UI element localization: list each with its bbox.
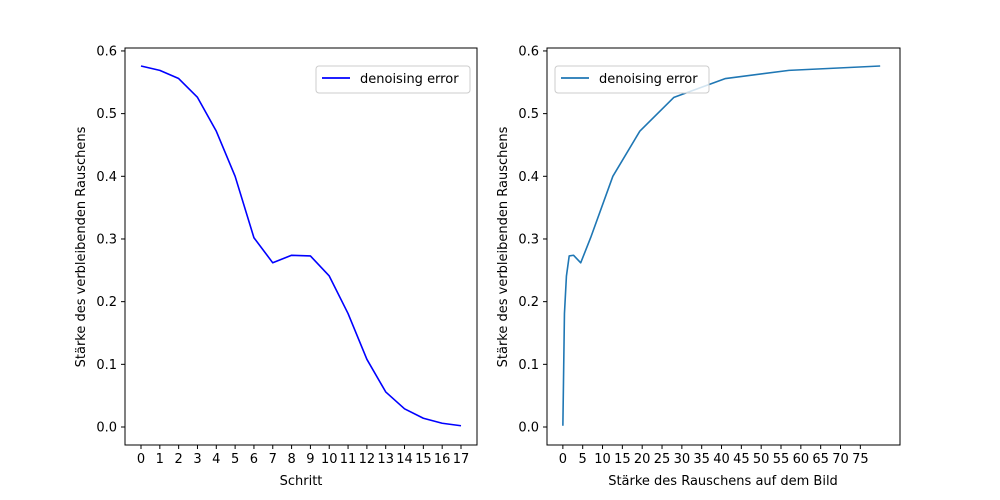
legend: denoising error	[315, 65, 471, 94]
x-tick-label: 70	[832, 452, 849, 467]
legend-label: denoising error	[360, 72, 459, 87]
x-tick-label: 15	[415, 452, 432, 467]
series-line-denoising-error	[140, 65, 462, 427]
x-axis-label: Schritt	[280, 474, 323, 489]
y-tick-label: 0.0	[96, 421, 117, 436]
legend-box	[315, 65, 471, 94]
series-line-denoising-error	[562, 65, 881, 426]
y-tick-label: 0.2	[96, 295, 117, 310]
x-axis-label: Stärke des Rauschens auf dem Bild	[608, 474, 838, 489]
x-tick-label: 75	[852, 452, 869, 467]
x-tick-label: 16	[434, 452, 451, 467]
y-tick-label: 0.2	[518, 295, 539, 310]
y-tick-label: 0.4	[518, 170, 539, 185]
x-tick-label: 20	[634, 452, 651, 467]
y-tick-label: 0.4	[96, 170, 117, 185]
legend-label: denoising error	[599, 72, 698, 87]
y-tick-label: 0.1	[518, 358, 539, 373]
y-tick-label: 0.1	[96, 358, 117, 373]
x-tick-label: 25	[654, 452, 671, 467]
x-tick-label: 15	[614, 452, 631, 467]
x-tick-label: 50	[753, 452, 770, 467]
plot-frame	[546, 47, 901, 446]
legend-box	[554, 65, 710, 94]
y-tick-label: 0.0	[518, 421, 539, 436]
x-tick-label: 9	[306, 452, 314, 467]
chart-right: 0 5 10 15 20 25 30 35 40 45 50 55 60 65 70 75 0.0 0.1 0.2 0…	[496, 44, 901, 489]
x-tick-label: 60	[793, 452, 810, 467]
x-tick-label: 8	[287, 452, 295, 467]
chart-left: 0 1 2 3 4 5 6 7 8 9 10 11 12 13 14 15 16 170.00.10.20.30.…	[74, 44, 478, 489]
x-tick-label: 10	[594, 452, 611, 467]
x-tick-label: 35	[693, 452, 710, 467]
x-tick-label: 14	[396, 452, 413, 467]
legend: denoising error	[554, 65, 710, 94]
y-tick-label: 0.3	[96, 232, 117, 247]
y-tick-label: 0.6	[96, 44, 117, 59]
x-tick-label: 11	[340, 452, 357, 467]
y-tick-label: 0.3	[518, 232, 539, 247]
y-tick-label: 0.5	[518, 107, 539, 122]
x-tick-label: 12	[359, 452, 376, 467]
y-tick-label: 0.5	[96, 107, 117, 122]
y-axis-label: Stärke des verbleibenden Rauschens	[496, 126, 511, 367]
x-tick-label: 17	[453, 452, 470, 467]
x-tick-label: 45	[733, 452, 750, 467]
x-tick-label: 4	[212, 452, 220, 467]
x-tick-label: 30	[674, 452, 691, 467]
x-tick-label: 55	[773, 452, 790, 467]
x-tick-label: 2	[175, 452, 183, 467]
x-tick-label: 3	[193, 452, 201, 467]
x-tick-label: 13	[377, 452, 394, 467]
x-tick-label: 40	[713, 452, 730, 467]
x-tick-label: 7	[269, 452, 277, 467]
y-axis-label: Stärke des verbleibenden Rauschens	[74, 126, 89, 367]
x-tick-label: 65	[812, 452, 829, 467]
x-tick-label: 5	[231, 452, 239, 467]
x-tick-label: 5	[579, 452, 587, 467]
y-tick-label: 0.6	[518, 44, 539, 59]
plot-frame	[124, 47, 478, 446]
x-tick-label: 0	[137, 452, 145, 467]
x-tick-label: 0	[559, 452, 567, 467]
x-tick-label: 10	[321, 452, 338, 467]
x-tick-label: 6	[250, 452, 258, 467]
x-tick-label: 1	[156, 452, 164, 467]
